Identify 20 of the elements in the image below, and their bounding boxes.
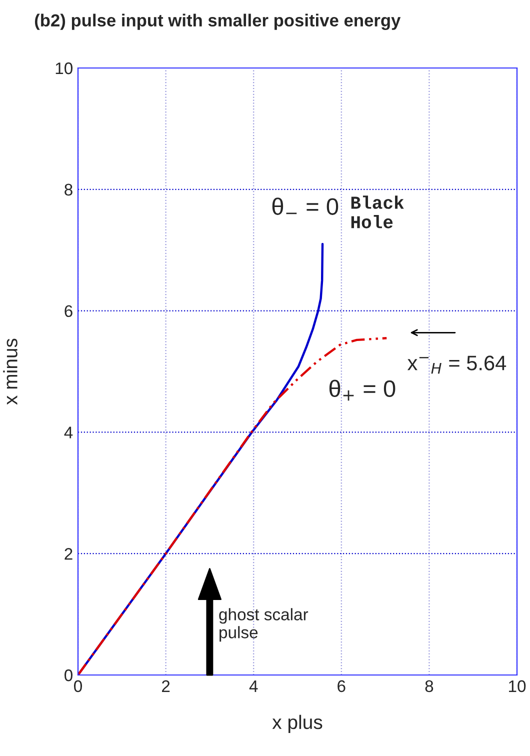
annotation: θ$_{−}$ = 0 [272, 198, 338, 215]
x-tick-label: 8 [425, 680, 434, 692]
annotation: θ$_{+}$ = 0 [329, 380, 396, 401]
annotation: ghost scalar pulse [219, 608, 308, 642]
y-tick-label: 10 [56, 62, 72, 74]
x-tick-label: 4 [249, 680, 258, 692]
y-axis-title: x minus [3, 338, 18, 405]
y-tick-label: 2 [64, 548, 72, 560]
y-tick-label: 0 [64, 669, 72, 682]
x-tick-label: 6 [338, 680, 346, 692]
x-tick-label: 2 [162, 680, 170, 692]
x-tick-label: 0 [74, 680, 82, 692]
annotation: x$^{−}$$_{H}$ = 5.64 [407, 356, 506, 374]
y-tick-label: 6 [64, 305, 72, 318]
y-tick-label: 4 [64, 426, 73, 438]
annotation: Black Hole [351, 196, 404, 228]
chart-title: (b2) pulse input with smaller positive energy [34, 14, 401, 30]
x-axis-title: x plus [272, 714, 322, 733]
x-tick-label: 10 [509, 680, 526, 692]
y-tick-label: 8 [64, 184, 72, 196]
